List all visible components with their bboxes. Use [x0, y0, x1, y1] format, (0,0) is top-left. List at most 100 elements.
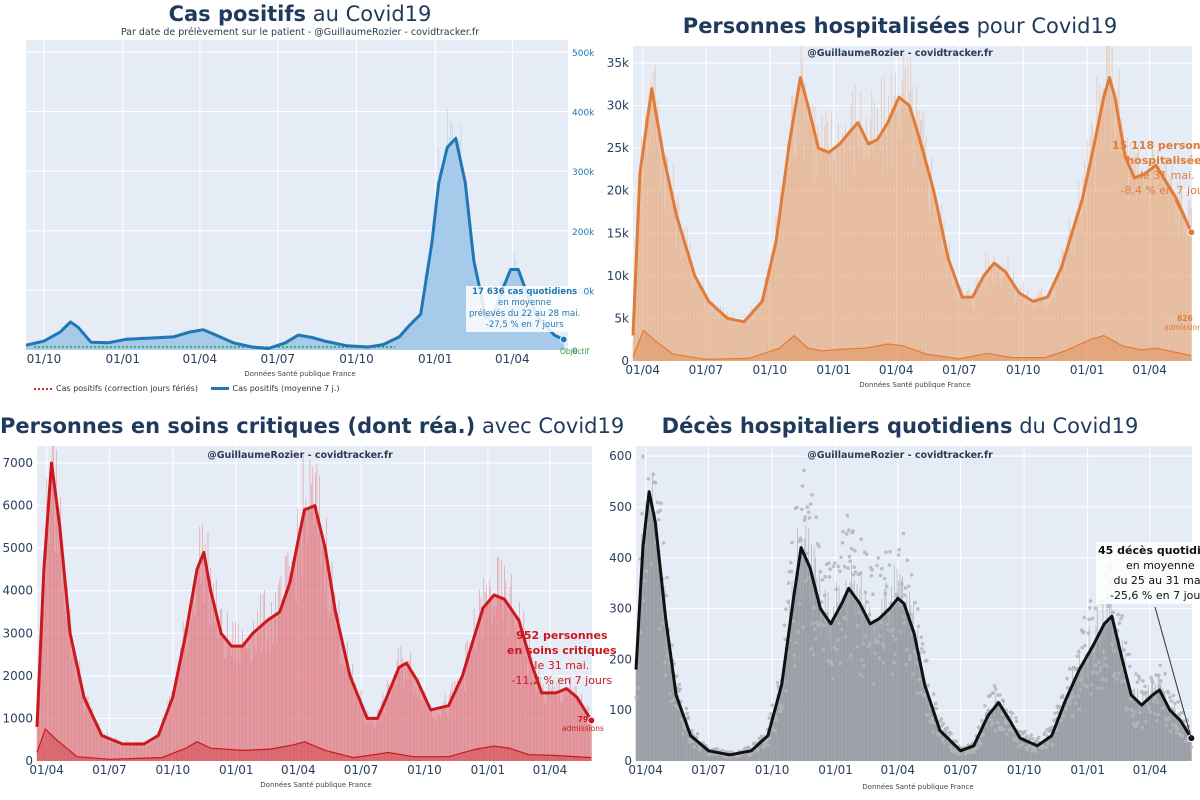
- daily-point: [838, 569, 842, 574]
- chart-subtitle-hosp: @GuillaumeRozier - covidtracker.fr: [807, 48, 993, 59]
- daily-point: [1159, 679, 1163, 683]
- daily-point: [1053, 711, 1057, 715]
- daily-point: [1050, 725, 1054, 730]
- daily-point: [800, 484, 805, 488]
- x-tick-label: 01/01: [1070, 363, 1105, 377]
- x-tick-label: 01/01: [105, 352, 140, 366]
- daily-point: [791, 619, 796, 623]
- x-tick-label: 01/04: [281, 763, 316, 777]
- daily-point: [882, 645, 886, 649]
- daily-point: [1112, 671, 1117, 676]
- daily-point: [778, 709, 783, 713]
- daily-point: [1043, 731, 1047, 735]
- daily-point: [813, 627, 817, 631]
- x-tick-label: 01/07: [942, 363, 977, 377]
- daily-point: [782, 623, 787, 628]
- daily-point: [901, 531, 906, 536]
- daily-point: [907, 657, 912, 662]
- daily-point: [1110, 642, 1114, 647]
- daily-point: [767, 716, 772, 720]
- daily-point: [1119, 679, 1124, 684]
- daily-point: [903, 586, 908, 590]
- daily-point: [886, 627, 890, 632]
- annotation-dc: 45 décès quotidiens en moyenne du 25 au …: [1096, 542, 1200, 604]
- daily-point: [882, 576, 887, 581]
- daily-point: [1180, 733, 1185, 738]
- admissions-value: 626: [1177, 314, 1193, 323]
- chart-subtitle-cas: Par date de prélèvement sur le patient -…: [120, 27, 480, 38]
- y-tick-label: 6000: [2, 499, 33, 513]
- daily-point: [846, 528, 851, 532]
- daily-point: [784, 607, 788, 611]
- daily-point: [773, 729, 778, 733]
- x-tick-label: 01/07: [689, 363, 724, 377]
- daily-point: [855, 644, 859, 649]
- daily-point: [775, 681, 780, 685]
- daily-point: [900, 614, 905, 619]
- daily-point: [925, 658, 929, 663]
- daily-point: [1034, 749, 1038, 753]
- daily-point: [849, 653, 853, 658]
- daily-point: [999, 726, 1004, 730]
- daily-point: [913, 653, 918, 657]
- legend-cas: Cas positifs (correction jours fériés) C…: [30, 384, 340, 393]
- admissions-line: [632, 329, 1192, 360]
- admissions-label: admissions: [562, 724, 604, 733]
- daily-point: [1079, 677, 1083, 682]
- daily-point: [816, 623, 821, 628]
- daily-point: [883, 591, 888, 596]
- daily-point: [823, 574, 827, 579]
- daily-point: [1092, 648, 1096, 653]
- daily-point: [664, 593, 669, 598]
- daily-point: [888, 549, 892, 554]
- daily-point: [945, 731, 949, 735]
- daily-point: [952, 750, 957, 754]
- x-tick-label: 01/10: [1006, 363, 1041, 377]
- daily-point: [948, 745, 953, 749]
- daily-point: [1149, 675, 1153, 680]
- daily-point: [1132, 710, 1137, 715]
- chart-subtitle-dc: @GuillaumeRozier - covidtracker.fr: [807, 450, 993, 461]
- x-tick-label: 01/04: [1132, 363, 1167, 377]
- last-point-marker: [587, 716, 596, 725]
- daily-point: [1122, 648, 1127, 652]
- daily-point: [1168, 695, 1172, 700]
- daily-point: [1102, 663, 1107, 667]
- daily-point: [871, 682, 876, 686]
- y-tick-label: 25k: [607, 141, 629, 155]
- daily-point: [1020, 742, 1024, 747]
- daily-point: [902, 593, 907, 597]
- chart-title-bold: Personnes en soins critiques (dont réa.): [0, 414, 476, 438]
- daily-point: [826, 561, 831, 565]
- daily-point: [1157, 684, 1162, 689]
- daily-point: [1161, 706, 1165, 710]
- daily-point: [1071, 695, 1075, 699]
- daily-point: [1116, 612, 1120, 617]
- daily-point: [641, 454, 645, 459]
- daily-point: [659, 501, 663, 505]
- y-tick-label: 500k: [572, 49, 595, 59]
- daily-point: [890, 672, 894, 676]
- daily-point: [822, 593, 827, 598]
- x-tick-label: 01/07: [943, 763, 978, 777]
- y-tick-label: 100k: [572, 287, 595, 297]
- daily-point: [844, 616, 848, 621]
- daily-point: [1062, 713, 1066, 718]
- daily-point: [768, 712, 773, 716]
- daily-point: [811, 652, 816, 657]
- daily-point: [912, 649, 917, 654]
- daily-point: [861, 641, 865, 646]
- daily-point: [857, 611, 861, 615]
- daily-point: [670, 643, 674, 647]
- annotation-line: en moyenne: [498, 298, 552, 308]
- daily-point: [913, 600, 917, 605]
- daily-point: [1144, 690, 1149, 695]
- daily-point: [859, 537, 863, 542]
- daily-point: [833, 561, 837, 565]
- chart-source-hosp: Données Santé publique France: [859, 381, 971, 389]
- daily-point: [849, 546, 854, 551]
- legend-entry: Cas positifs (correction jours fériés): [56, 384, 198, 393]
- daily-point: [1154, 673, 1158, 677]
- daily-point: [853, 570, 858, 574]
- x-tick-label: 01/07: [691, 763, 726, 777]
